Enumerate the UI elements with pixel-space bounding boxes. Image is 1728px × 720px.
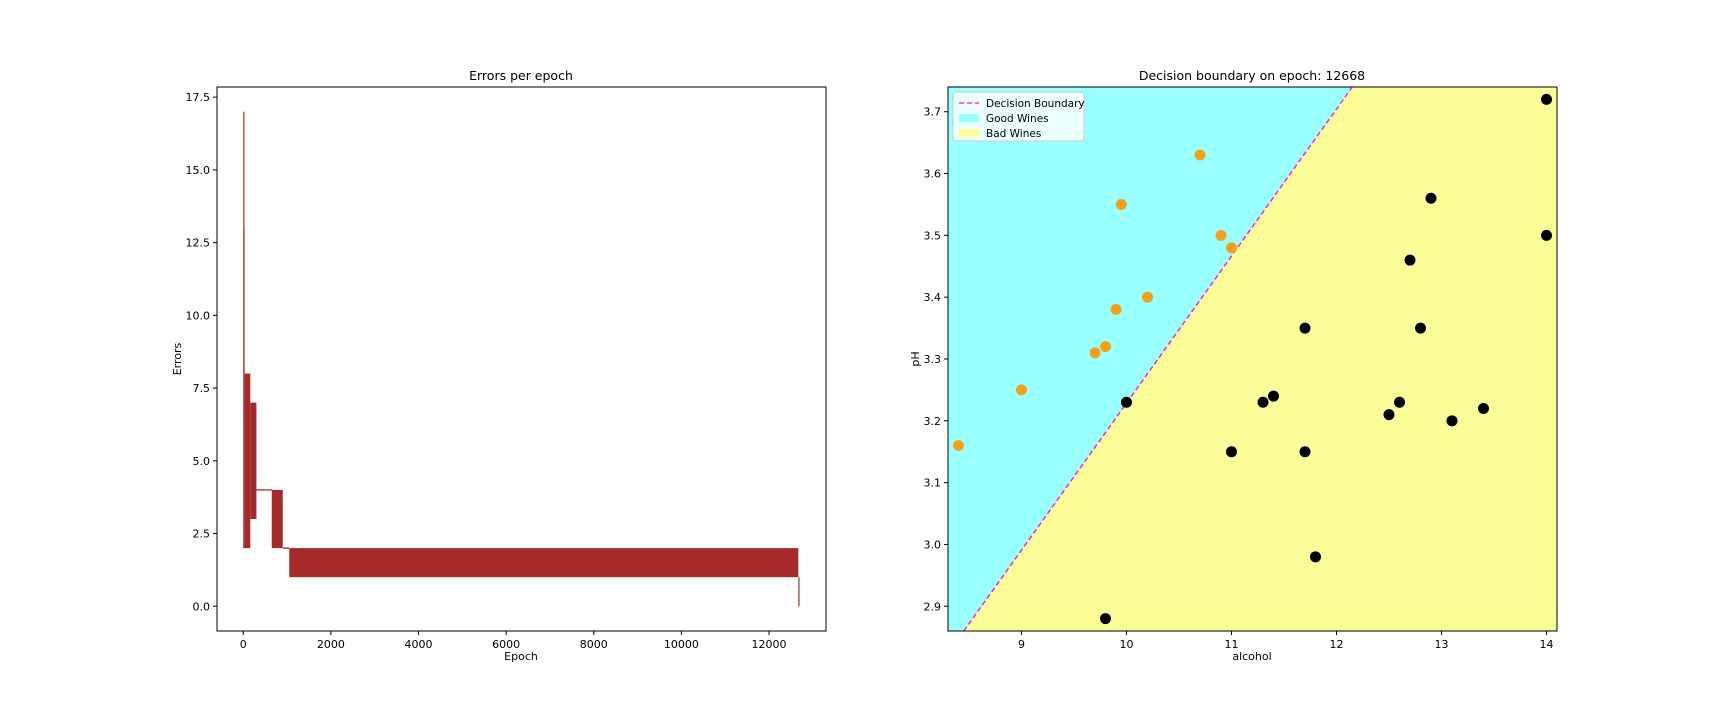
bad-wine-point	[1394, 396, 1405, 408]
bad-wine-point	[1478, 402, 1489, 414]
bad-wine-point	[1383, 409, 1395, 421]
error-oscillation-band	[244, 373, 251, 549]
good-wine-point	[1115, 198, 1127, 210]
x-tick-label: 12	[1330, 638, 1344, 651]
y-tick-label: 7.5	[193, 382, 211, 395]
boundary-y-ticks: 2.9 3.0 3.1 3.2 3.3 3.4 3.5 3.6 3.7	[924, 106, 948, 613]
errors-x-label: Epoch	[504, 650, 538, 663]
boundary-legend: Decision Boundary Good Wines Bad Wines	[952, 91, 1085, 142]
x-tick-label: 10000	[664, 638, 699, 651]
good-wine-point	[1110, 304, 1122, 316]
y-tick-label: 3.4	[924, 291, 942, 304]
good-wine-point	[1100, 341, 1111, 353]
bad-wine-point	[1446, 415, 1458, 427]
wine-points	[953, 93, 1552, 625]
legend-good-swatch	[959, 114, 979, 122]
good-wine-point	[1016, 384, 1027, 396]
x-tick-label: 6000	[492, 638, 520, 651]
good-wine-point	[1226, 242, 1237, 254]
good-wine-point	[1215, 229, 1227, 241]
legend-box	[952, 91, 1085, 142]
y-tick-label: 3.1	[924, 477, 942, 490]
x-tick-label: 12000	[752, 638, 787, 651]
boundary-x-ticks: 9 10 11 12 13 14	[1018, 631, 1554, 651]
bad-wine-point	[1257, 396, 1269, 408]
y-tick-label: 2.5	[193, 528, 211, 541]
x-tick-label: 2000	[317, 638, 345, 651]
bad-wine-point	[1226, 446, 1237, 458]
y-tick-label: 15.0	[186, 164, 211, 177]
x-tick-label: 11	[1225, 638, 1239, 651]
errors-x-ticks: 0 2000 4000 6000 8000 10000 12000	[240, 631, 787, 651]
error-oscillation-band	[289, 548, 799, 578]
good-wines-region	[948, 87, 1353, 631]
bad-wine-point	[1541, 229, 1552, 241]
legend-label: Decision Boundary	[986, 98, 1085, 110]
bad-wine-point	[1299, 322, 1311, 334]
y-tick-label: 0.0	[193, 600, 211, 613]
error-oscillation-band	[250, 402, 257, 519]
legend-label: Bad Wines	[986, 128, 1041, 140]
good-wine-point	[1089, 347, 1101, 359]
errors-y-ticks: 0.0 2.5 5.0 7.5 10.0 12.5 15.0 17.5	[186, 91, 217, 613]
y-tick-label: 5.0	[193, 455, 211, 468]
legend-bad-swatch	[959, 129, 979, 137]
error-oscillation-band	[243, 228, 245, 549]
good-wine-point	[1194, 149, 1206, 161]
y-tick-label: 3.6	[924, 168, 942, 181]
good-wine-point	[1142, 291, 1153, 303]
y-tick-label: 3.0	[924, 538, 942, 551]
x-tick-label: 14	[1540, 638, 1554, 651]
errors-chart-title: Errors per epoch	[469, 68, 573, 83]
decision-boundary-chart: Decision boundary on epoch: 12668 9 10 11 1…	[909, 68, 1558, 663]
y-tick-label: 3.3	[924, 353, 942, 366]
legend-label: Good Wines	[986, 113, 1049, 125]
y-tick-label: 3.5	[924, 229, 942, 242]
y-tick-label: 2.9	[924, 600, 942, 613]
bad-wine-point	[1541, 93, 1552, 105]
y-tick-label: 10.0	[186, 309, 211, 322]
good-wine-point	[953, 440, 964, 452]
x-tick-label: 8000	[580, 638, 608, 651]
error-oscillation-band	[798, 577, 800, 607]
errors-chart: Errors per epoch 0 2000 4000 6000 8000 10000 1…	[171, 68, 827, 663]
errors-plot-frame	[216, 86, 827, 632]
y-tick-label: 3.2	[924, 415, 942, 428]
x-tick-label: 0	[240, 638, 247, 651]
x-tick-label: 4000	[405, 638, 433, 651]
boundary-y-label: pH	[909, 351, 922, 366]
x-tick-label: 10	[1120, 638, 1134, 651]
y-tick-label: 12.5	[186, 237, 211, 250]
x-tick-label: 13	[1435, 638, 1449, 651]
bad-wine-point	[1310, 551, 1321, 563]
bad-wine-point	[1121, 396, 1132, 408]
errors-y-label: Errors	[171, 342, 184, 375]
error-oscillation-band	[271, 489, 283, 549]
bad-wine-point	[1268, 390, 1279, 402]
bad-wine-point	[1404, 254, 1416, 266]
boundary-chart-title: Decision boundary on epoch: 12668	[1139, 68, 1365, 83]
boundary-x-label: alcohol	[1232, 650, 1271, 663]
bad-wine-point	[1425, 192, 1437, 204]
decision-regions	[948, 86, 1557, 632]
x-tick-label: 9	[1018, 638, 1025, 651]
bad-wine-point	[1299, 446, 1311, 458]
bad-wine-point	[1100, 613, 1111, 625]
y-tick-label: 17.5	[186, 91, 211, 104]
bad-wine-point	[1415, 322, 1426, 334]
errors-series	[243, 111, 800, 607]
y-tick-label: 3.7	[924, 106, 942, 119]
